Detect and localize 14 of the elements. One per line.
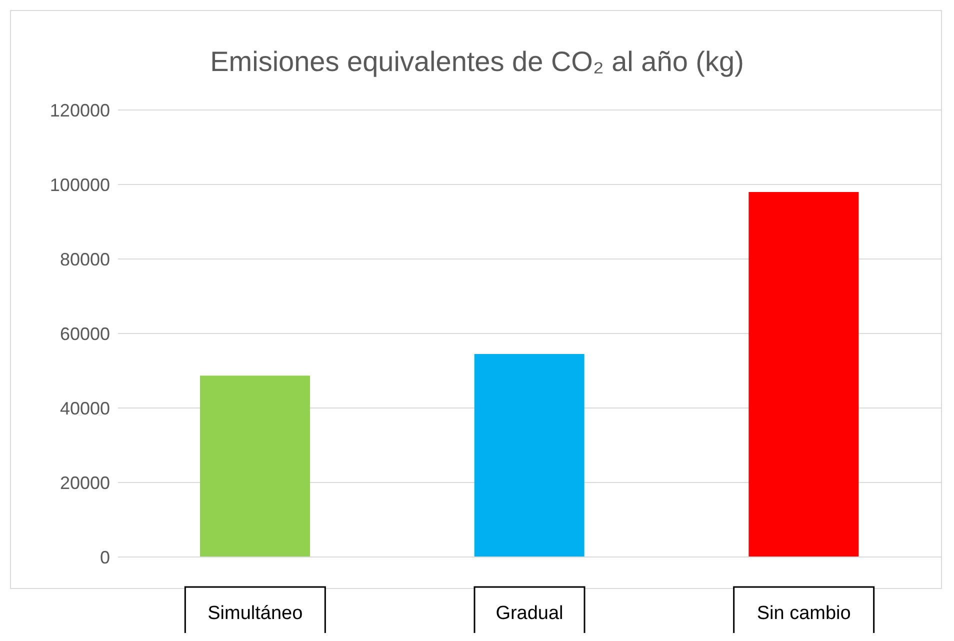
y-tick-label: 80000 <box>60 249 110 270</box>
y-tick-label: 40000 <box>60 398 110 418</box>
x-tick-label: Gradual <box>496 603 564 624</box>
x-tick-label: Sin cambio <box>756 603 851 624</box>
bar <box>200 376 310 557</box>
y-tick-label: 0 <box>100 547 110 568</box>
y-tick-label: 120000 <box>50 100 110 120</box>
chart-title: Emisiones equivalentes de CO₂ al año (kg) <box>209 46 745 78</box>
x-tick-label: Simultáneo <box>208 603 303 624</box>
bar <box>474 354 584 557</box>
y-tick-label: 60000 <box>60 324 110 344</box>
bar <box>748 192 859 557</box>
y-tick-label: 100000 <box>50 174 110 195</box>
y-tick-label: 20000 <box>60 472 110 493</box>
